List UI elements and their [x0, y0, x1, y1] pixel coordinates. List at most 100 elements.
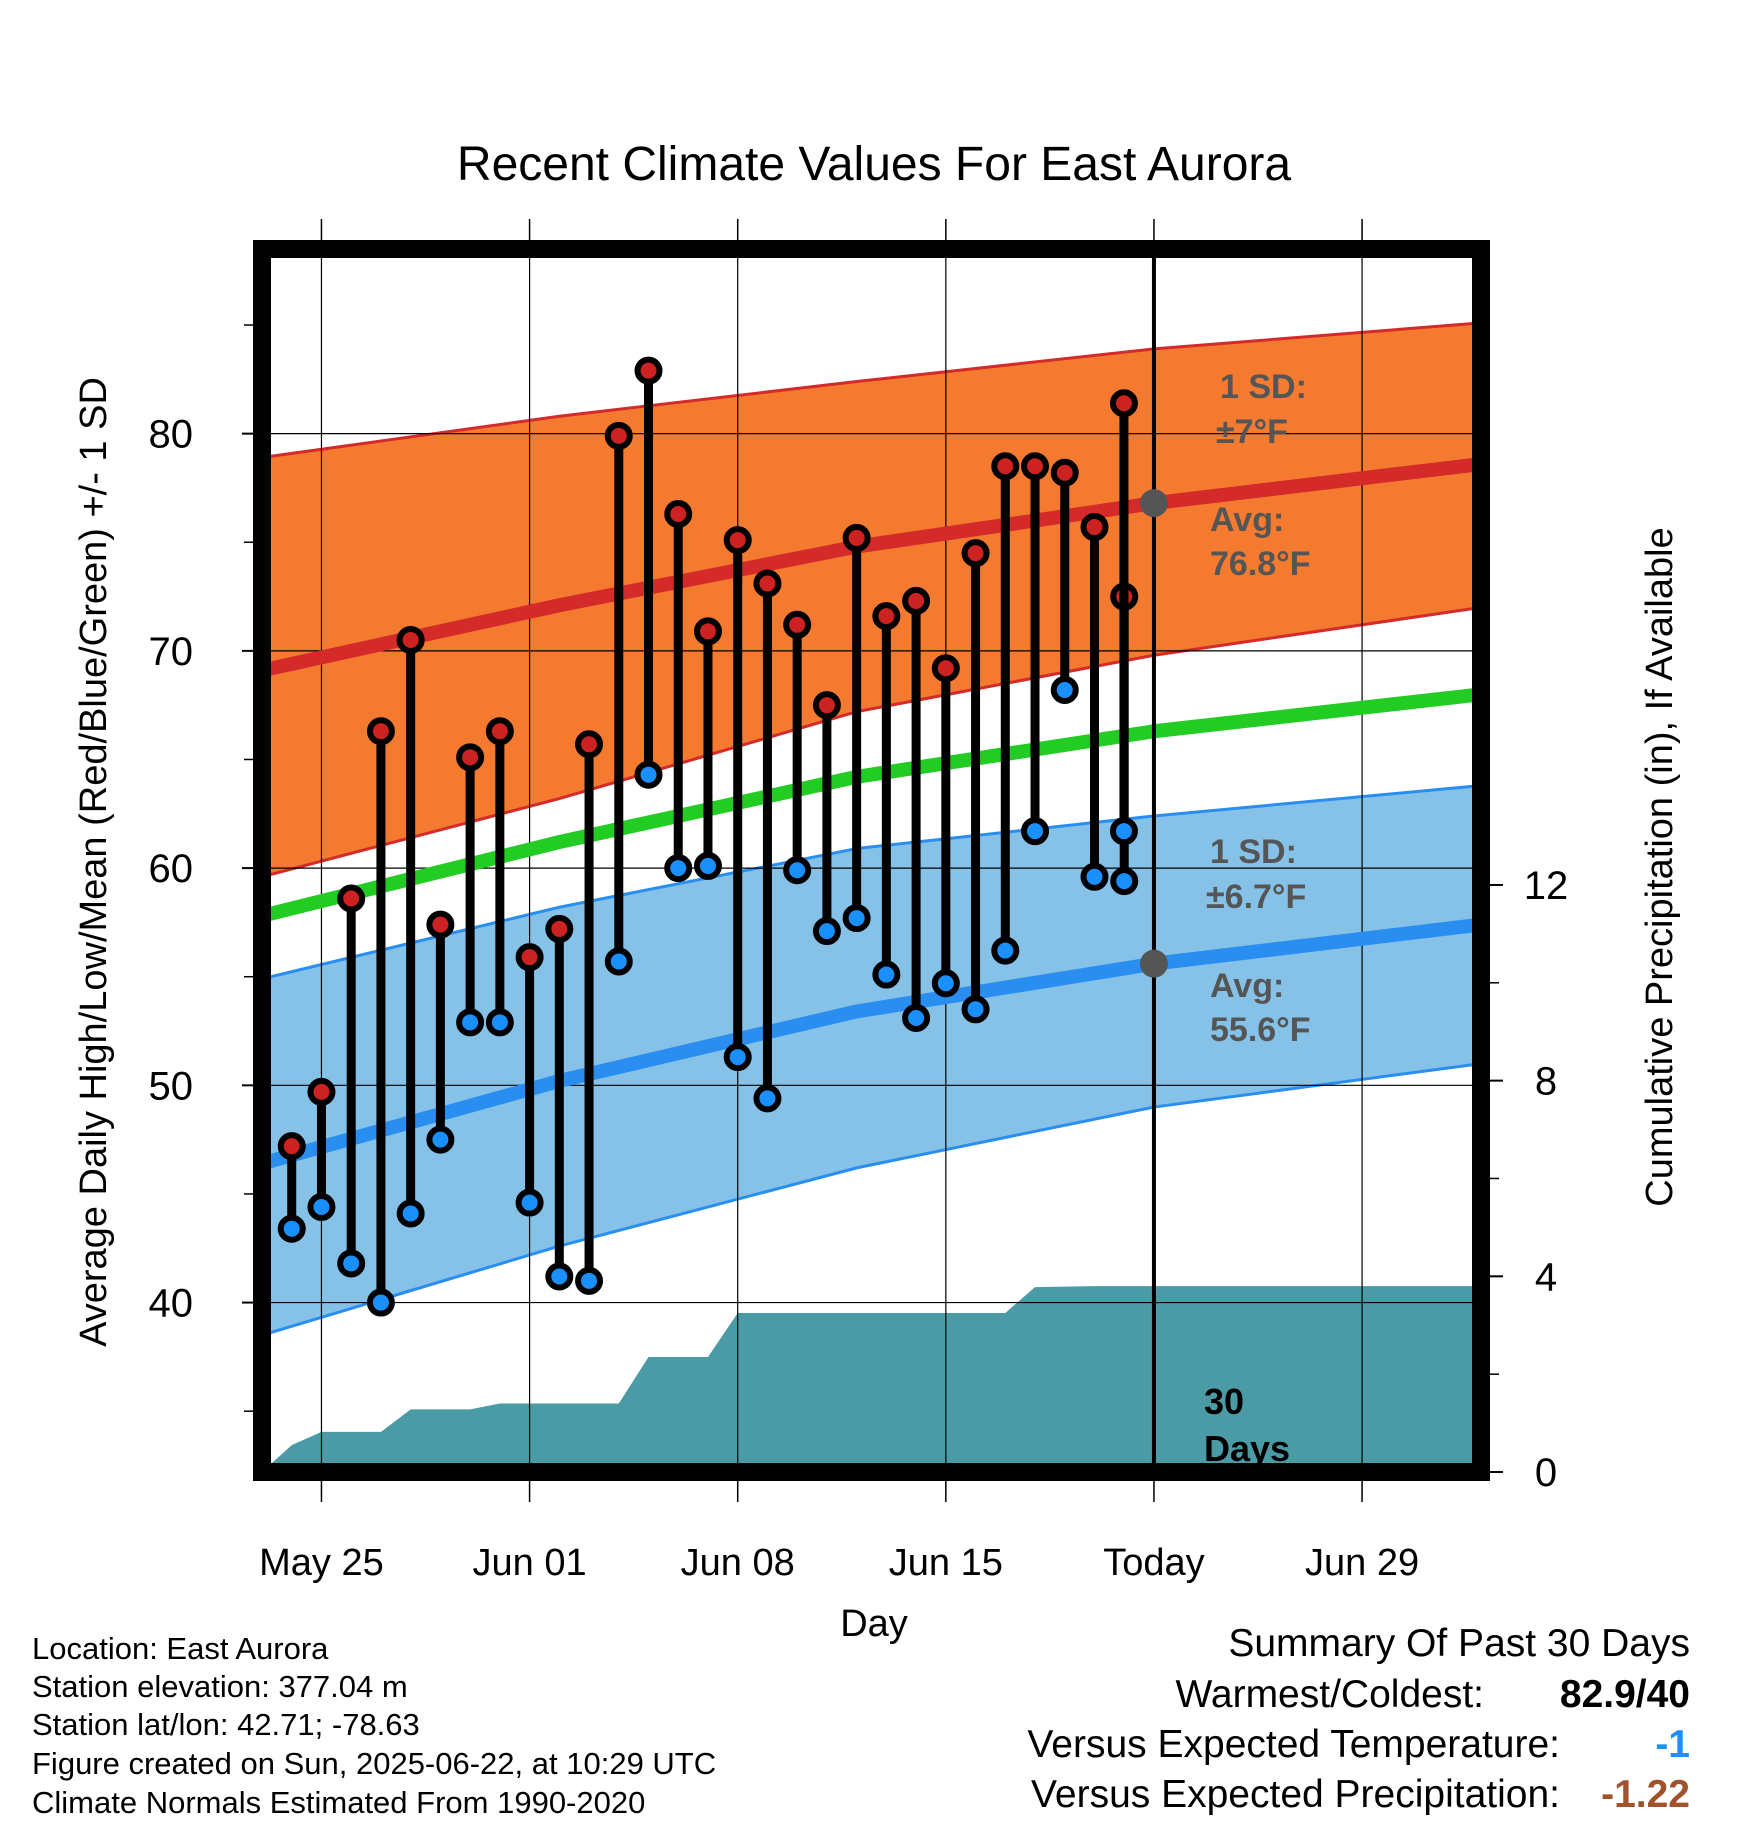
- x-tick-label: May 25: [259, 1542, 384, 1584]
- daily-high-point: [664, 500, 693, 529]
- y-right-tick-label: 0: [1535, 1451, 1557, 1495]
- daily-low-point: [485, 1008, 514, 1037]
- daily-low-point: [991, 936, 1020, 965]
- x-axis-label: Day: [840, 1603, 908, 1645]
- daily-high-point: [783, 610, 812, 639]
- info-latlon: Station lat/lon: 42.71; -78.63: [32, 1707, 420, 1742]
- x-tick-label: Jun 08: [681, 1542, 795, 1584]
- info-location: Location: East Aurora: [32, 1631, 329, 1666]
- days-label-number: 30: [1204, 1381, 1244, 1422]
- y-axis-label-right: Cumulative Precipitation (in), If Availa…: [1639, 527, 1681, 1206]
- low-sd-label: 1 SD:: [1210, 833, 1297, 871]
- daily-high-point: [307, 1077, 336, 1106]
- daily-high-point: [456, 743, 485, 772]
- daily-low-point: [812, 917, 841, 946]
- y-axis-label-left: Average Daily High/Low/Mean (Red/Blue/Gr…: [73, 377, 115, 1347]
- daily-low-point: [515, 1188, 544, 1217]
- temp-value: -1: [1655, 1723, 1690, 1766]
- daily-low-point: [664, 854, 693, 883]
- daily-high-point: [485, 717, 514, 746]
- daily-low-point: [693, 851, 722, 880]
- daily-high-point: [337, 884, 366, 913]
- axes-ticks: 40 50 60 70 80 0 4 8 12 May 25 Jun 01 Jun 08 Jun 15 T…: [149, 219, 1569, 1584]
- daily-high-point: [902, 586, 931, 615]
- daily-high-point: [961, 539, 990, 568]
- temp-label: Versus Expected Temperature:: [1027, 1723, 1560, 1766]
- daily-high-point: [545, 914, 574, 943]
- summary-precip-row: Versus Expected Precipitation: -1.22: [1031, 1773, 1690, 1817]
- daily-low-point: [456, 1008, 485, 1037]
- daily-high-point: [991, 452, 1020, 481]
- normal-low-line: [260, 917, 1482, 1171]
- daily-high-point: [515, 943, 544, 972]
- daily-high-point: [366, 717, 395, 746]
- daily-high-point: [753, 569, 782, 598]
- y-left-tick-label: 70: [149, 630, 194, 674]
- warmest-coldest-label: Warmest/Coldest:: [1175, 1673, 1484, 1716]
- daily-low-point: [426, 1125, 455, 1154]
- warmest-coldest-value: 82.9/40: [1559, 1673, 1690, 1716]
- high-avg-marker: [1139, 489, 1168, 518]
- daily-high-point: [634, 356, 663, 385]
- x-tick-label: Today: [1103, 1542, 1204, 1584]
- high-avg-label: Avg:: [1210, 501, 1284, 539]
- precip-area-group: [262, 1286, 1481, 1472]
- plot-border: [253, 240, 1490, 1481]
- daily-low-point: [1109, 817, 1138, 846]
- low-avg-label: Avg:: [1210, 967, 1284, 1005]
- low-sd-lower-edge: [261, 1062, 1482, 1337]
- daily-low-point: [723, 1043, 752, 1072]
- y-left-tick-label: 80: [149, 413, 194, 457]
- daily-low-point: [902, 1003, 931, 1032]
- high-sd-band: [262, 322, 1481, 877]
- daily-low-point: [575, 1266, 604, 1295]
- daily-low-point: [842, 904, 871, 933]
- daily-low-point: [634, 760, 663, 789]
- y-left-tick-label: 50: [149, 1064, 194, 1108]
- daily-high-point: [396, 626, 425, 655]
- chart-text: Recent Climate Values For East Aurora Da…: [73, 138, 1681, 1645]
- y-left-tick-label: 40: [149, 1282, 194, 1326]
- daily-low-point: [1110, 867, 1139, 896]
- low-avg-value: 55.6°F: [1210, 1011, 1311, 1049]
- daily-high-point: [812, 691, 841, 720]
- x-tick-label: Jun 15: [889, 1542, 1003, 1584]
- low-avg-marker: [1139, 949, 1168, 978]
- daily-low-point: [396, 1199, 425, 1228]
- daily-high-point: [872, 602, 901, 631]
- x-tick-label: Jun 01: [473, 1542, 587, 1584]
- low-sd-value: ±6.7°F: [1206, 878, 1306, 916]
- daily-high-point: [842, 523, 871, 552]
- daily-high-point: [723, 526, 752, 555]
- high-sd-upper-edge: [261, 321, 1482, 460]
- daily-low-point: [783, 856, 812, 885]
- today-line-group: [1139, 249, 1168, 1472]
- daily-high-point: [604, 421, 633, 450]
- daily-high-point: [1050, 458, 1079, 487]
- daily-low-point: [1080, 862, 1109, 891]
- high-avg-value: 76.8°F: [1210, 545, 1311, 583]
- daily-high-point: [1109, 389, 1138, 418]
- daily-observations: [277, 356, 1139, 1317]
- daily-high-point: [1021, 452, 1050, 481]
- normal-bands: [261, 321, 1482, 1337]
- y-right-tick-label: 8: [1535, 1060, 1557, 1104]
- summary-warmest-coldest-row: Warmest/Coldest: 82.9/40: [1176, 1673, 1690, 1717]
- precip-area: [262, 1286, 1481, 1472]
- daily-low-point: [753, 1084, 782, 1113]
- precip-value: -1.22: [1601, 1773, 1690, 1816]
- daily-low-point: [931, 969, 960, 998]
- daily-high-point: [575, 730, 604, 759]
- y-right-tick-label: 12: [1524, 864, 1569, 908]
- daily-high-point: [277, 1132, 306, 1161]
- daily-low-point: [307, 1192, 336, 1221]
- daily-low-point: [337, 1249, 366, 1278]
- daily-low-point: [366, 1288, 395, 1317]
- daily-low-point: [1021, 817, 1050, 846]
- info-created: Figure created on Sun, 2025-06-22, at 10…: [32, 1746, 717, 1781]
- daily-high-point: [931, 654, 960, 683]
- daily-low-point: [545, 1262, 574, 1291]
- daily-low-point: [961, 995, 990, 1024]
